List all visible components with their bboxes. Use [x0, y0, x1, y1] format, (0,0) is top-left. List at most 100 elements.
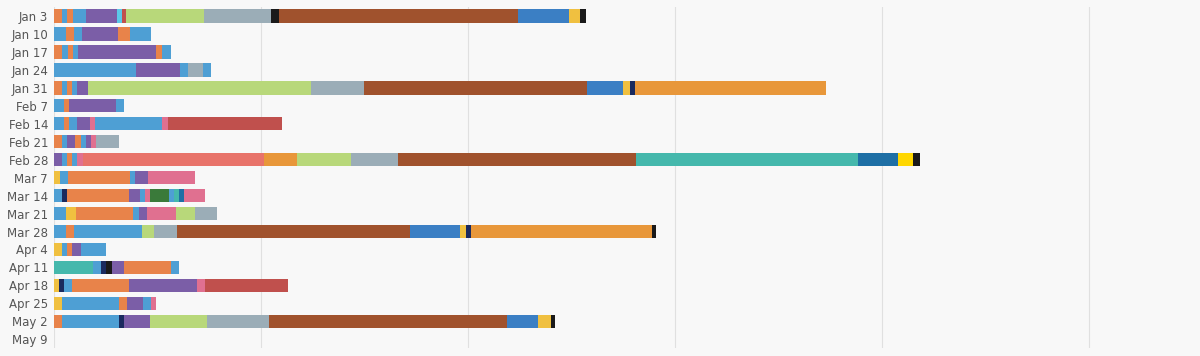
Bar	[858, 153, 898, 166]
Bar	[67, 189, 130, 202]
Bar	[62, 297, 119, 310]
Bar	[194, 207, 217, 220]
Bar	[298, 153, 350, 166]
Bar	[64, 279, 72, 292]
Bar	[54, 9, 62, 23]
Bar	[204, 9, 271, 23]
Bar	[54, 207, 66, 220]
Bar	[116, 9, 122, 23]
Bar	[67, 9, 73, 23]
Bar	[184, 189, 205, 202]
Bar	[122, 9, 126, 23]
Bar	[180, 63, 188, 77]
Bar	[197, 279, 205, 292]
Bar	[539, 315, 551, 328]
Bar	[90, 117, 95, 130]
Bar	[67, 243, 72, 256]
Bar	[66, 207, 77, 220]
Bar	[124, 261, 170, 274]
Bar	[151, 297, 156, 310]
Bar	[179, 189, 184, 202]
Bar	[54, 225, 66, 238]
Bar	[126, 9, 204, 23]
Bar	[133, 207, 138, 220]
Bar	[137, 63, 180, 77]
Bar	[623, 81, 630, 95]
Bar	[82, 27, 118, 41]
Bar	[67, 135, 76, 148]
Bar	[62, 243, 67, 256]
Bar	[85, 135, 91, 148]
Bar	[85, 9, 116, 23]
Bar	[91, 135, 96, 148]
Bar	[169, 189, 174, 202]
Bar	[70, 99, 115, 112]
Bar	[64, 99, 70, 112]
Bar	[176, 225, 410, 238]
Bar	[150, 315, 206, 328]
Bar	[119, 315, 124, 328]
Bar	[174, 189, 179, 202]
Bar	[112, 261, 124, 274]
Bar	[54, 243, 62, 256]
Bar	[64, 117, 70, 130]
Bar	[80, 135, 85, 148]
Bar	[72, 81, 78, 95]
Bar	[68, 171, 131, 184]
Bar	[101, 261, 107, 274]
Bar	[130, 279, 197, 292]
Bar	[145, 189, 150, 202]
Bar	[54, 297, 62, 310]
Bar	[466, 225, 472, 238]
Bar	[311, 81, 365, 95]
Bar	[206, 315, 269, 328]
Bar	[130, 189, 139, 202]
Bar	[139, 189, 145, 202]
Bar	[78, 117, 90, 130]
Bar	[176, 207, 194, 220]
Bar	[67, 153, 72, 166]
Bar	[70, 117, 78, 130]
Bar	[54, 315, 62, 328]
Bar	[119, 297, 127, 310]
Bar	[59, 279, 64, 292]
Bar	[54, 279, 59, 292]
Bar	[410, 225, 460, 238]
Bar	[154, 225, 176, 238]
Bar	[472, 225, 653, 238]
Bar	[365, 81, 587, 95]
Bar	[54, 45, 62, 59]
Bar	[54, 81, 62, 95]
Bar	[168, 117, 282, 130]
Bar	[271, 9, 280, 23]
Bar	[148, 171, 194, 184]
Bar	[66, 27, 74, 41]
Bar	[156, 45, 162, 59]
Bar	[138, 207, 146, 220]
Bar	[72, 243, 80, 256]
Bar	[72, 153, 78, 166]
Bar	[205, 279, 288, 292]
Bar	[551, 315, 554, 328]
Bar	[78, 81, 88, 95]
Bar	[517, 9, 570, 23]
Bar	[580, 9, 586, 23]
Bar	[68, 45, 73, 59]
Bar	[60, 171, 68, 184]
Bar	[74, 225, 142, 238]
Bar	[350, 153, 397, 166]
Bar	[146, 207, 176, 220]
Bar	[131, 171, 136, 184]
Bar	[62, 81, 67, 95]
Bar	[95, 117, 162, 130]
Bar	[913, 153, 919, 166]
Bar	[54, 135, 62, 148]
Bar	[131, 27, 151, 41]
Bar	[203, 63, 211, 77]
Bar	[54, 117, 64, 130]
Bar	[62, 135, 67, 148]
Bar	[124, 315, 150, 328]
Bar	[54, 153, 62, 166]
Bar	[118, 27, 131, 41]
Bar	[142, 225, 154, 238]
